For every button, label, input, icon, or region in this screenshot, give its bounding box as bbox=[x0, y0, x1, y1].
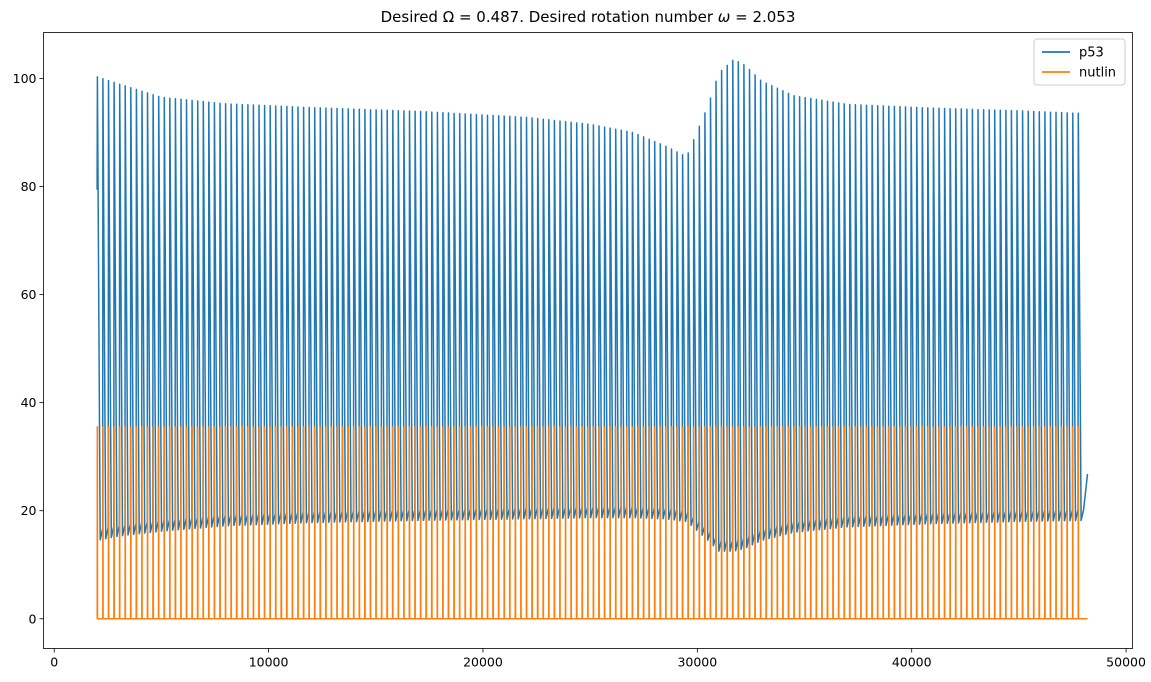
y-tick-label: 80 bbox=[21, 179, 37, 194]
y-axis: 0 20 40 60 80 100 bbox=[13, 71, 44, 626]
legend: p53 nutlin bbox=[1033, 38, 1126, 86]
legend-label-nutlin: nutlin bbox=[1079, 66, 1116, 81]
x-tick-label: 30000 bbox=[677, 655, 717, 670]
y-tick-label: 40 bbox=[21, 395, 37, 410]
legend-box bbox=[1033, 38, 1126, 86]
x-tick-label: 10000 bbox=[249, 655, 289, 670]
x-tick-label: 20000 bbox=[463, 655, 503, 670]
x-tick-label: 50000 bbox=[1106, 655, 1146, 670]
chart-title: Desired Ω = 0.487. Desired rotation numb… bbox=[381, 8, 796, 26]
x-tick-label: 40000 bbox=[892, 655, 932, 670]
x-tick-label: 0 bbox=[50, 655, 58, 670]
axes-frame bbox=[43, 32, 1133, 649]
y-tick-label: 0 bbox=[29, 611, 37, 626]
y-tick-label: 20 bbox=[21, 503, 37, 518]
series-layer bbox=[96, 59, 1089, 620]
y-tick-label: 100 bbox=[13, 71, 37, 86]
series-line-p53 bbox=[96, 59, 1089, 552]
x-axis: 0 10000 20000 30000 40000 50000 bbox=[50, 648, 1146, 670]
y-tick-label: 60 bbox=[21, 287, 37, 302]
series-line-nutlin bbox=[96, 426, 1088, 620]
legend-label-p53: p53 bbox=[1079, 46, 1104, 61]
